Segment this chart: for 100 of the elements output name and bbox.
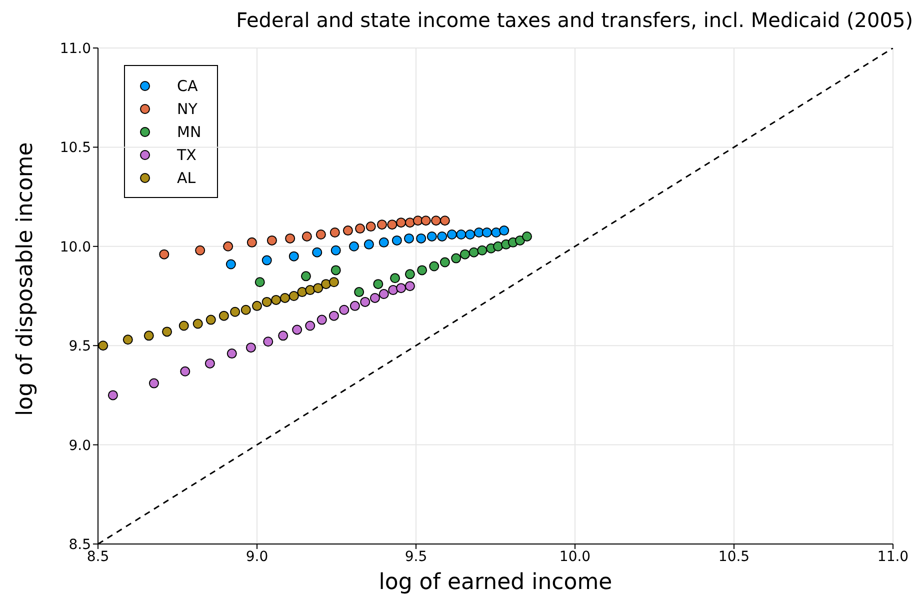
point	[426, 231, 437, 242]
point	[230, 306, 240, 317]
x-tick-label: 10.5	[718, 548, 750, 565]
point	[297, 287, 308, 298]
point	[360, 296, 370, 307]
point	[328, 277, 339, 288]
point	[390, 273, 400, 284]
point	[404, 233, 414, 244]
legend-label: CA	[177, 76, 198, 94]
point	[522, 231, 532, 242]
point	[195, 245, 206, 256]
point	[468, 247, 479, 258]
point	[330, 228, 340, 238]
point	[431, 216, 442, 226]
legend-label: NY	[177, 100, 198, 118]
point	[162, 326, 172, 337]
point	[451, 253, 462, 264]
point	[396, 218, 406, 228]
point	[316, 229, 326, 240]
x-tick-label: 9.0	[246, 548, 268, 565]
point	[348, 241, 359, 252]
point	[456, 229, 466, 240]
point	[300, 271, 311, 282]
point	[302, 231, 312, 242]
point	[312, 247, 322, 258]
legend-label: TX	[177, 146, 196, 164]
point	[420, 216, 431, 226]
point	[446, 229, 457, 240]
point	[392, 235, 402, 246]
point	[98, 340, 108, 351]
y-tick-label: 9.5	[68, 338, 91, 355]
point	[144, 330, 154, 341]
point	[491, 228, 502, 238]
point	[482, 228, 492, 238]
point	[313, 283, 324, 294]
point	[465, 229, 476, 240]
point	[178, 320, 189, 331]
point	[493, 241, 504, 252]
point	[388, 285, 398, 296]
point	[342, 226, 353, 236]
point	[378, 237, 389, 248]
x-axis-title: log of earned income	[378, 570, 612, 595]
point	[437, 231, 448, 242]
y-tick-label: 10.5	[60, 140, 91, 156]
point	[321, 279, 332, 290]
point	[254, 277, 265, 288]
point	[378, 289, 389, 300]
point	[271, 294, 282, 305]
point	[416, 233, 426, 244]
point	[330, 245, 341, 256]
point	[387, 220, 398, 230]
y-tick-label: 10.0	[60, 239, 91, 256]
point	[404, 218, 415, 228]
point	[262, 255, 272, 266]
point	[266, 235, 277, 246]
point	[339, 304, 350, 315]
point	[404, 281, 415, 292]
point	[316, 314, 327, 325]
point	[477, 245, 488, 256]
point	[328, 310, 339, 321]
point	[429, 261, 440, 272]
point	[288, 291, 299, 301]
point	[417, 265, 428, 276]
point	[460, 249, 470, 260]
point	[122, 334, 133, 345]
point	[263, 336, 274, 347]
x-tick-label: 9.5	[404, 548, 428, 565]
point	[330, 265, 341, 276]
point	[226, 348, 237, 359]
point	[376, 220, 387, 230]
x-tick-label: 11.0	[877, 548, 909, 565]
point	[366, 222, 376, 232]
point	[364, 239, 374, 250]
point	[159, 249, 170, 260]
legend-label: MN	[177, 122, 202, 140]
point	[440, 257, 450, 268]
point	[204, 358, 215, 368]
point	[499, 226, 510, 236]
point	[108, 390, 118, 400]
point	[192, 318, 203, 329]
y-tick-label: 11.0	[60, 40, 91, 57]
point	[396, 283, 406, 294]
point	[226, 259, 236, 270]
point	[355, 224, 366, 234]
point	[474, 228, 484, 238]
point	[292, 324, 302, 335]
point	[404, 269, 415, 280]
legend-label: AL	[177, 168, 196, 186]
point	[305, 320, 316, 331]
point	[354, 287, 364, 298]
point	[373, 279, 384, 290]
point	[370, 292, 380, 303]
y-tick-label: 9.0	[68, 438, 91, 454]
point	[285, 233, 296, 244]
x-tick-label: 8.5	[86, 548, 110, 565]
point	[280, 292, 290, 303]
point	[206, 314, 216, 325]
point	[218, 310, 229, 321]
point	[288, 251, 299, 262]
point	[440, 216, 450, 226]
